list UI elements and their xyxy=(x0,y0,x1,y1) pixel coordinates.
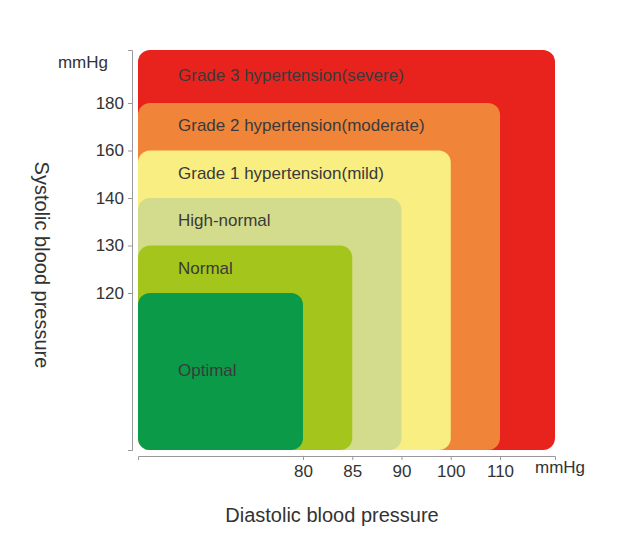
y-tick: 160 xyxy=(96,141,132,160)
y-unit: mmHg xyxy=(58,53,108,72)
y-tick-mark xyxy=(128,293,132,294)
y-tick: 130 xyxy=(96,236,132,255)
class-label: Grade 2 hypertension(moderate) xyxy=(178,116,425,135)
y-tick-label: 160 xyxy=(96,141,124,160)
x-unit: mmHg xyxy=(535,458,585,477)
y-tick-label: 180 xyxy=(96,94,124,113)
x-tick: 90 xyxy=(393,456,412,481)
class-region xyxy=(138,246,352,451)
x-tick-mark xyxy=(303,456,304,460)
y-tick-mark xyxy=(128,246,132,247)
y-axis: 120 130 140 160 180 xyxy=(96,51,133,451)
y-tick: 120 xyxy=(96,284,132,303)
x-tick-mark xyxy=(500,456,501,460)
x-tick-label: 85 xyxy=(343,462,362,481)
y-tick-label: 120 xyxy=(96,284,124,303)
x-tick: 100 xyxy=(437,456,465,481)
y-axis-line xyxy=(128,51,133,451)
class-region xyxy=(138,103,500,450)
y-tick-mark xyxy=(128,198,132,199)
x-tick-label: 90 xyxy=(393,462,412,481)
plot-area xyxy=(138,50,555,450)
x-tick-label: 100 xyxy=(437,462,465,481)
class-label: Grade 3 hypertension(severe) xyxy=(178,66,404,85)
class-label: Grade 1 hypertension(mild) xyxy=(178,164,384,183)
class-region xyxy=(138,50,555,450)
class-region xyxy=(138,293,303,450)
x-tick-mark xyxy=(402,456,403,460)
chart: Optimal Normal High-normal Grade 1 hyperten… xyxy=(0,0,636,558)
y-tick-mark xyxy=(128,151,132,152)
class-label: Optimal xyxy=(178,361,237,380)
x-tick: 85 xyxy=(343,456,362,481)
x-tick: 80 xyxy=(294,456,313,481)
class-region xyxy=(138,198,402,450)
y-axis-title: Systolic blood pressure xyxy=(31,162,53,369)
x-tick-mark xyxy=(352,456,353,460)
y-tick: 180 xyxy=(96,94,132,113)
x-tick-mark xyxy=(451,456,452,460)
class-label: Normal xyxy=(178,259,233,278)
class-region xyxy=(138,151,451,451)
x-tick-label: 80 xyxy=(294,462,313,481)
x-axis-title: Diastolic blood pressure xyxy=(225,504,438,526)
class-labels: Optimal Normal High-normal Grade 1 hyperten… xyxy=(178,66,425,380)
x-axis: 80 85 90 100 110 xyxy=(139,456,556,481)
class-label: High-normal xyxy=(178,211,271,230)
y-tick-mark xyxy=(128,103,132,104)
y-tick-label: 140 xyxy=(96,189,124,208)
x-tick: 110 xyxy=(487,456,514,481)
y-tick: 140 xyxy=(96,189,132,208)
x-axis-line xyxy=(139,457,556,461)
x-tick-label: 110 xyxy=(487,462,514,481)
y-tick-label: 130 xyxy=(96,236,124,255)
